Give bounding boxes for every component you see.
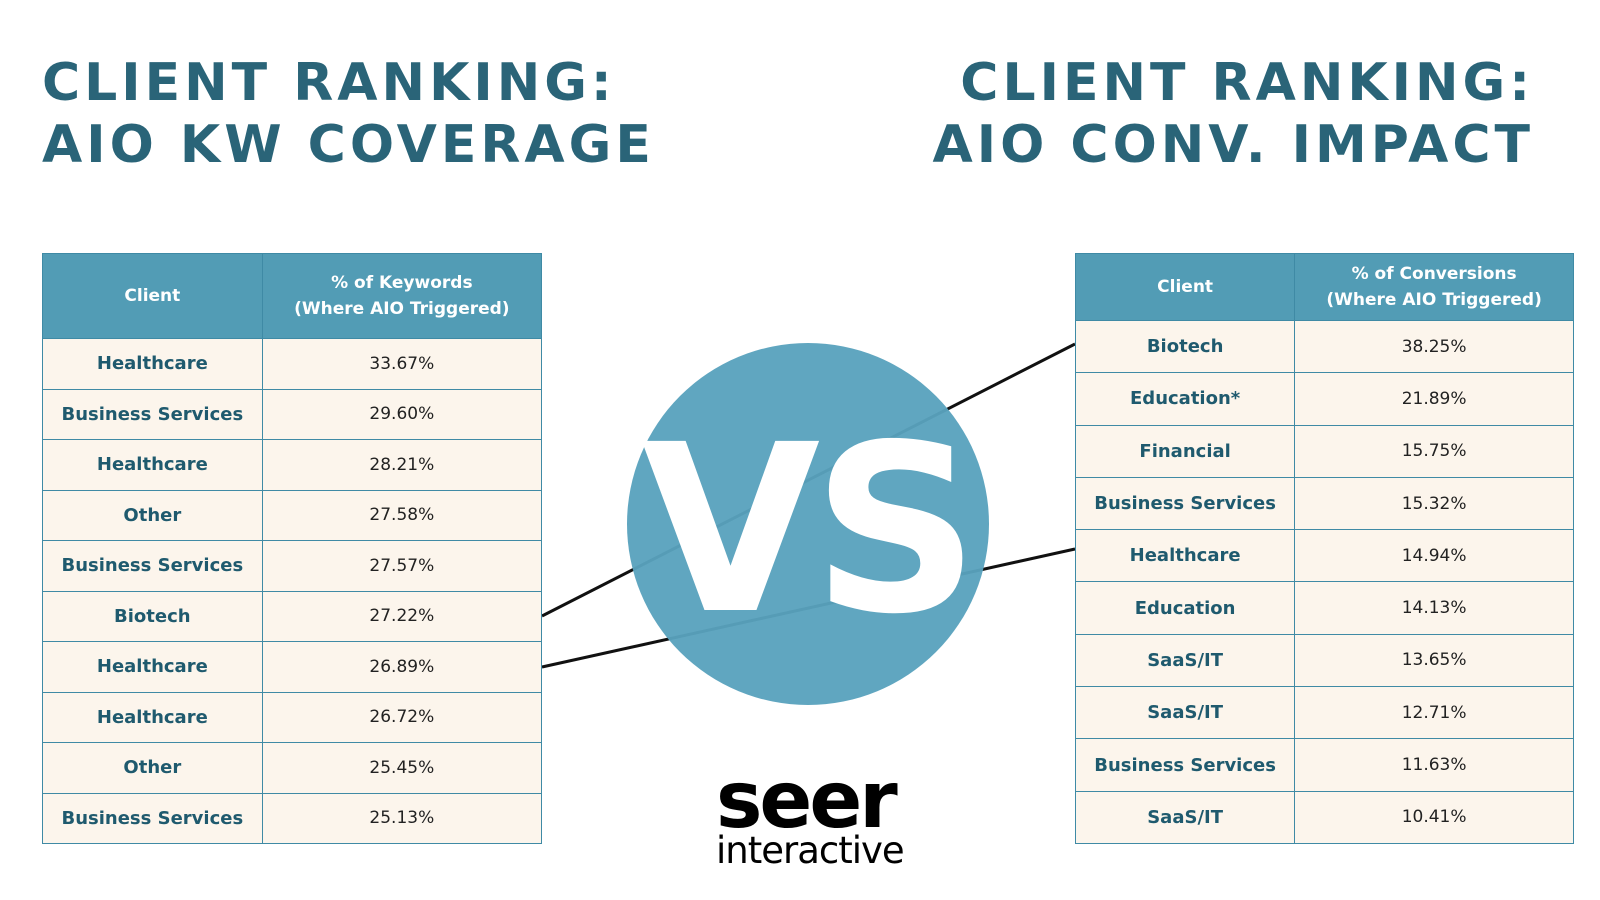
header-row: Client % of Conversions (Where AIO Trigger…	[1074, 253, 1574, 321]
percent-cell: 29.60%	[261, 388, 543, 440]
table-row: Business Services 15.32%	[1074, 476, 1574, 531]
header-line: % of Keywords	[331, 273, 473, 293]
table-row: Biotech 27.22%	[42, 590, 543, 642]
client-cell: Biotech	[42, 590, 263, 642]
percent-cell: 26.72%	[261, 691, 543, 743]
client-cell: Business Services	[1074, 476, 1296, 531]
percent-cell: 21.89%	[1294, 372, 1574, 426]
percent-cell: 27.57%	[261, 540, 543, 592]
logo-word: seer	[716, 756, 898, 846]
percent-cell: 14.13%	[1294, 581, 1574, 635]
right-title: CLIENT RANKING: AIO CONV. IMPACT	[933, 52, 1535, 176]
client-cell: Healthcare	[1074, 529, 1296, 583]
table-row: Healthcare 26.72%	[42, 691, 543, 743]
client-cell: Other	[42, 489, 263, 541]
client-cell: Business Services	[1074, 738, 1296, 792]
table-row: Business Services 27.57%	[42, 540, 543, 592]
table-row: Financial 15.75%	[1074, 424, 1574, 478]
title-line: CLIENT RANKING:	[42, 53, 616, 113]
percent-cell: 28.21%	[261, 439, 543, 491]
vs-text: VS	[641, 395, 972, 665]
table-row: Education* 21.89%	[1074, 372, 1574, 426]
table-row: Education 14.13%	[1074, 581, 1574, 635]
client-cell: Healthcare	[42, 338, 263, 390]
client-cell: Business Services	[42, 792, 263, 844]
client-cell: SaaS/IT	[1074, 686, 1296, 740]
percent-cell: 11.63%	[1294, 738, 1574, 792]
left-table: Client % of Keywords (Where AIO Triggered)…	[42, 253, 543, 844]
header-line: (Where AIO Triggered)	[294, 299, 510, 319]
percent-cell: 12.71%	[1294, 686, 1574, 740]
percent-cell: 27.22%	[261, 590, 543, 642]
title-line: AIO KW COVERAGE	[42, 115, 655, 175]
header-row: Client % of Keywords (Where AIO Triggered)	[42, 253, 543, 339]
client-cell: SaaS/IT	[1074, 633, 1296, 688]
client-cell: Healthcare	[42, 641, 263, 693]
percent-cell: 15.32%	[1294, 476, 1574, 531]
percent-cell: 14.94%	[1294, 529, 1574, 583]
table-row: Business Services 25.13%	[42, 792, 543, 844]
table-row: SaaS/IT 12.71%	[1074, 686, 1574, 740]
right-table: Client % of Conversions (Where AIO Trigger…	[1074, 253, 1574, 844]
client-cell: Education*	[1074, 372, 1296, 426]
header-cell: Client	[1074, 253, 1296, 321]
logo-word: interactive	[716, 829, 905, 872]
logo: seer interactive	[716, 756, 905, 872]
table-row: Biotech 38.25%	[1074, 319, 1574, 374]
table-row: Business Services 11.63%	[1074, 738, 1574, 792]
percent-cell: 27.58%	[261, 489, 543, 541]
percent-cell: 15.75%	[1294, 424, 1574, 478]
client-cell: SaaS/IT	[1074, 790, 1296, 844]
percent-cell: 38.25%	[1294, 319, 1574, 374]
client-cell: Other	[42, 742, 263, 794]
client-cell: Education	[1074, 581, 1296, 635]
header-cell: % of Conversions (Where AIO Triggered)	[1294, 253, 1574, 321]
percent-cell: 26.89%	[261, 641, 543, 693]
table-row: SaaS/IT 13.65%	[1074, 633, 1574, 688]
title-line: CLIENT RANKING:	[960, 53, 1534, 113]
table-row: Business Services 29.60%	[42, 388, 543, 440]
percent-cell: 25.45%	[261, 742, 543, 794]
client-cell: Business Services	[42, 540, 263, 592]
percent-cell: 33.67%	[261, 338, 543, 390]
percent-cell: 10.41%	[1294, 790, 1574, 844]
table-row: Healthcare 14.94%	[1074, 529, 1574, 583]
client-cell: Healthcare	[42, 439, 263, 491]
title-line: AIO CONV. IMPACT	[932, 115, 1534, 175]
table-row: Healthcare 26.89%	[42, 641, 543, 693]
table-row: Healthcare 33.67%	[42, 338, 543, 390]
left-title: CLIENT RANKING: AIO KW COVERAGE	[42, 52, 655, 176]
table-row: SaaS/IT 10.41%	[1074, 790, 1574, 844]
header-line: % of Conversions	[1351, 264, 1517, 284]
table-row: Healthcare 28.21%	[42, 439, 543, 491]
header-cell: Client	[42, 253, 263, 339]
client-cell: Business Services	[42, 388, 263, 440]
client-cell: Biotech	[1074, 319, 1296, 374]
table-row: Other 27.58%	[42, 489, 543, 541]
client-cell: Financial	[1074, 424, 1296, 478]
vs-circle	[627, 343, 989, 705]
percent-cell: 25.13%	[261, 792, 543, 844]
header-line: (Where AIO Triggered)	[1326, 290, 1542, 310]
percent-cell: 13.65%	[1294, 633, 1574, 688]
table-row: Other 25.45%	[42, 742, 543, 794]
header-cell: % of Keywords (Where AIO Triggered)	[261, 253, 543, 339]
client-cell: Healthcare	[42, 691, 263, 743]
